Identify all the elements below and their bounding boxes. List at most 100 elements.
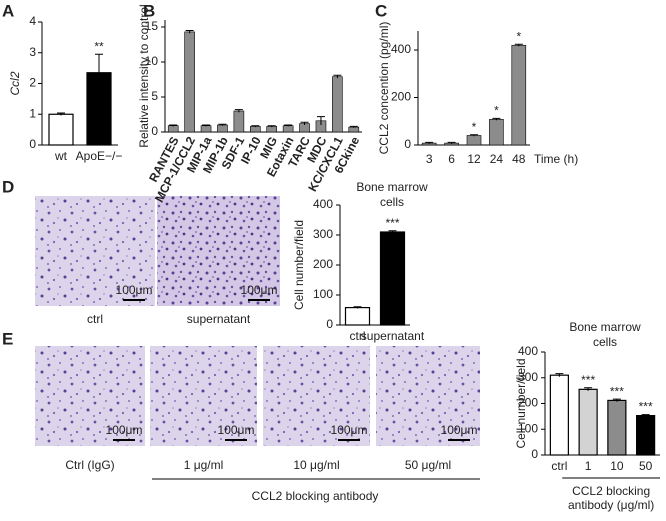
x-tick-label: 24	[490, 152, 504, 166]
x-tick-label: 10	[610, 459, 624, 473]
bar	[549, 374, 569, 456]
scale-bar-label: 100μm	[441, 423, 478, 437]
y-tick-label: 400	[313, 197, 333, 211]
panel-letter: A	[2, 1, 14, 20]
micrograph	[263, 346, 370, 446]
bar	[266, 126, 278, 133]
micrograph	[35, 346, 145, 446]
micrograph-label: 1 μg/ml	[184, 458, 224, 472]
bar	[217, 124, 228, 133]
x-tick-label: 1	[585, 459, 592, 473]
x-tick-label: 12	[467, 152, 481, 166]
y-tick-label: 0	[151, 124, 158, 138]
error-bar	[447, 141, 456, 144]
error-bar	[300, 121, 309, 125]
panel-letter: B	[143, 1, 155, 20]
bar	[379, 231, 406, 326]
error-bar	[555, 373, 564, 377]
y-tick-label: 200	[391, 90, 411, 104]
bar	[348, 126, 360, 133]
error-bar	[185, 30, 194, 34]
error-bar	[202, 124, 211, 127]
x-tick-label: 6	[448, 152, 455, 166]
bar	[466, 135, 482, 146]
error-bar	[333, 74, 342, 79]
panel-letter: D	[2, 177, 14, 196]
group-label: CCL2 blocking antibody	[252, 489, 379, 503]
error-bar	[492, 117, 501, 121]
x-tick-label: ctrl	[551, 459, 567, 473]
x-tick-label: supernatant	[361, 329, 425, 343]
bar	[489, 119, 504, 146]
error-bar	[251, 125, 260, 128]
y-tick-label: 10	[145, 54, 159, 68]
x-tick-label: 48	[512, 152, 526, 166]
y-tick-label: 100	[518, 421, 538, 435]
x-tick-label: ApoE−/−	[76, 149, 123, 163]
error-bar	[584, 387, 593, 391]
bar	[200, 125, 212, 133]
chart-title: Bone marrow	[569, 320, 641, 334]
micrograph-label: Ctrl (IgG)	[65, 458, 114, 472]
y-tick-label: 300	[313, 227, 333, 241]
group-label: antibody (μg/ml)	[568, 498, 654, 512]
y-tick-label: 100	[313, 287, 333, 301]
y-axis-label: CCL2 concention (pg/ml)	[377, 22, 391, 155]
scale-bar-label: 100μm	[331, 423, 368, 437]
error-bar	[234, 109, 243, 113]
error-bar	[425, 141, 434, 144]
error-bar	[57, 112, 65, 116]
y-tick-label: 400	[391, 42, 411, 56]
significance: **	[94, 39, 104, 53]
scale-bar-label: 100μm	[218, 423, 255, 437]
bar	[282, 125, 294, 133]
bar	[607, 399, 627, 456]
y-tick-label: 0	[531, 447, 538, 461]
micrograph	[150, 346, 257, 446]
chart-title: cells	[593, 335, 617, 349]
y-tick-label: 5	[151, 89, 158, 103]
significance: *	[472, 120, 477, 134]
bar	[184, 31, 195, 133]
x-tick-label: wt	[54, 149, 68, 163]
error-bar	[316, 116, 325, 125]
x-tick-label: 3	[426, 152, 433, 166]
y-tick-label: 200	[313, 257, 333, 271]
significance: ***	[639, 400, 653, 414]
scale-bar-label: 100μm	[116, 283, 153, 297]
micrograph-label: supernatant	[187, 312, 251, 326]
x-tick-label: ctrl	[350, 329, 366, 343]
y-axis-label: Cell number/field	[292, 220, 306, 310]
y-tick-label: 0	[29, 137, 36, 151]
bar	[344, 307, 371, 326]
micrograph-label: ctrl	[87, 312, 103, 326]
scale-bar-label: 100μm	[241, 283, 278, 297]
error-bar	[169, 124, 178, 127]
y-tick-label: 2	[29, 76, 36, 90]
bar	[233, 110, 245, 133]
y-tick-label: 0	[404, 137, 411, 151]
micrograph	[35, 196, 155, 306]
scale-bar-label: 100μm	[106, 423, 143, 437]
bar	[578, 388, 598, 456]
group-label: CCL2 blocking	[572, 484, 650, 498]
error-bar	[349, 125, 358, 128]
y-axis-label: Cell number/field	[514, 358, 528, 448]
y-tick-label: 0	[326, 317, 333, 331]
bar	[249, 126, 261, 133]
bar	[636, 415, 656, 456]
y-axis-label: Relative intensity to control	[137, 4, 151, 147]
significance: ***	[385, 216, 399, 230]
y-tick-label: 400	[518, 344, 538, 358]
micrograph-label: 10 μg/ml	[293, 458, 339, 472]
panel-letter: C	[375, 1, 387, 20]
error-bar	[612, 398, 621, 402]
error-bar	[641, 414, 650, 417]
chart-title: Bone marrow	[356, 180, 428, 194]
error-bar	[353, 306, 362, 309]
error-bar	[267, 125, 276, 128]
bar	[332, 76, 343, 133]
significance: ***	[610, 384, 624, 398]
error-bar	[218, 123, 227, 126]
